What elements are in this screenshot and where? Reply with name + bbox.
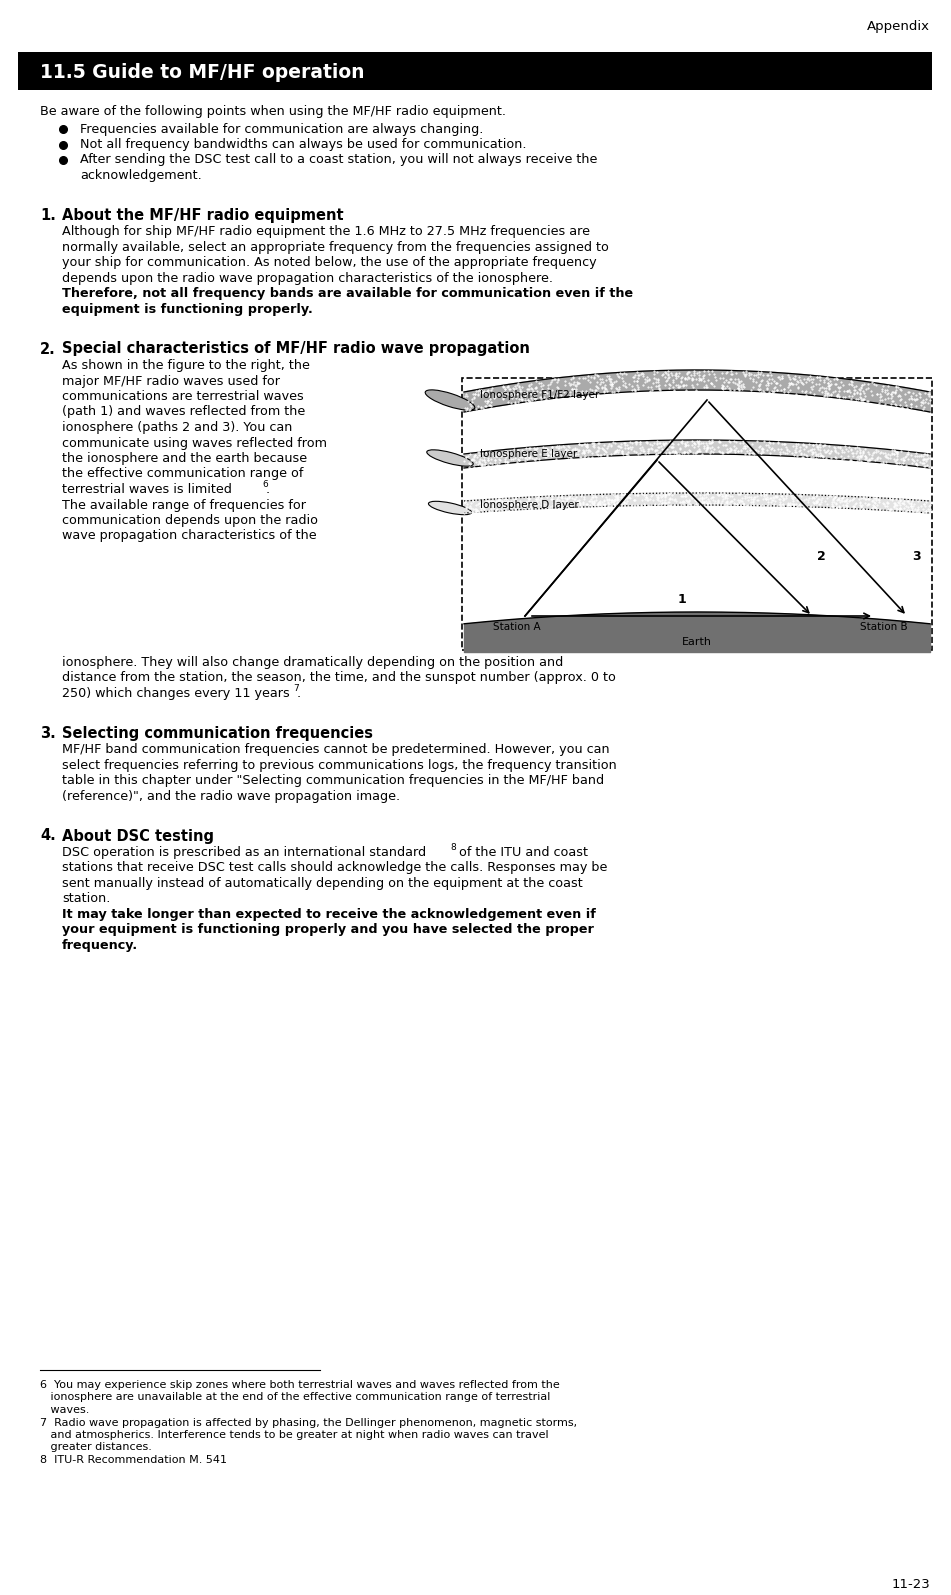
Text: 2: 2 bbox=[817, 550, 825, 563]
Text: depends upon the radio wave propagation characteristics of the ionosphere.: depends upon the radio wave propagation … bbox=[62, 271, 553, 286]
Text: stations that receive DSC test calls should acknowledge the calls. Responses may: stations that receive DSC test calls sho… bbox=[62, 861, 608, 874]
Text: 11-23: 11-23 bbox=[891, 1577, 930, 1590]
Text: your equipment is functioning properly and you have selected the proper: your equipment is functioning properly a… bbox=[62, 924, 593, 936]
Text: ionosphere. They will also change dramatically depending on the position and: ionosphere. They will also change dramat… bbox=[62, 656, 563, 668]
Polygon shape bbox=[464, 493, 930, 514]
Text: It may take longer than expected to receive the acknowledgement even if: It may take longer than expected to rece… bbox=[62, 908, 596, 920]
Text: (path 1) and waves reflected from the: (path 1) and waves reflected from the bbox=[62, 405, 305, 418]
Text: 3: 3 bbox=[912, 550, 921, 563]
Text: terrestrial waves is limited: terrestrial waves is limited bbox=[62, 483, 232, 496]
Text: table in this chapter under "Selecting communication frequencies in the MF/HF ba: table in this chapter under "Selecting c… bbox=[62, 774, 604, 788]
Text: Selecting communication frequencies: Selecting communication frequencies bbox=[62, 726, 373, 740]
Text: MF/HF band communication frequencies cannot be predetermined. However, you can: MF/HF band communication frequencies can… bbox=[62, 743, 610, 756]
Text: Station B: Station B bbox=[861, 622, 908, 632]
Text: 7: 7 bbox=[293, 684, 299, 692]
Text: equipment is functioning properly.: equipment is functioning properly. bbox=[62, 303, 313, 316]
Text: Special characteristics of MF/HF radio wave propagation: Special characteristics of MF/HF radio w… bbox=[62, 341, 530, 357]
Text: 4.: 4. bbox=[40, 828, 56, 844]
Text: communicate using waves reflected from: communicate using waves reflected from bbox=[62, 437, 327, 450]
Text: acknowledgement.: acknowledgement. bbox=[80, 169, 202, 182]
Text: communication depends upon the radio: communication depends upon the radio bbox=[62, 514, 318, 526]
Text: 6  You may experience skip zones where both terrestrial waves and waves reflecte: 6 You may experience skip zones where bo… bbox=[40, 1380, 560, 1389]
Text: distance from the station, the season, the time, and the sunspot number (approx.: distance from the station, the season, t… bbox=[62, 671, 616, 684]
Text: waves.: waves. bbox=[40, 1405, 89, 1415]
Text: frequency.: frequency. bbox=[62, 939, 138, 952]
Text: .: . bbox=[266, 483, 270, 496]
Text: the ionosphere and the earth because: the ionosphere and the earth because bbox=[62, 451, 307, 466]
Text: greater distances.: greater distances. bbox=[40, 1442, 152, 1453]
Text: of the ITU and coast: of the ITU and coast bbox=[455, 845, 588, 860]
Text: 11.5 Guide to MF/HF operation: 11.5 Guide to MF/HF operation bbox=[40, 62, 364, 81]
Text: ionosphere (paths 2 and 3). You can: ionosphere (paths 2 and 3). You can bbox=[62, 421, 292, 434]
Text: ionosphere are unavailable at the end of the effective communication range of te: ionosphere are unavailable at the end of… bbox=[40, 1392, 551, 1402]
Text: DSC operation is prescribed as an international standard: DSC operation is prescribed as an intern… bbox=[62, 845, 426, 860]
Bar bbox=[462, 378, 932, 651]
Polygon shape bbox=[464, 440, 930, 467]
Text: Earth: Earth bbox=[682, 636, 712, 648]
Text: normally available, select an appropriate frequency from the frequencies assigne: normally available, select an appropriat… bbox=[62, 241, 609, 254]
Text: 8  ITU-R Recommendation M. 541: 8 ITU-R Recommendation M. 541 bbox=[40, 1455, 227, 1464]
Text: 1: 1 bbox=[677, 593, 686, 606]
Text: and atmospherics. Interference tends to be greater at night when radio waves can: and atmospherics. Interference tends to … bbox=[40, 1431, 549, 1440]
Text: Frequencies available for communication are always changing.: Frequencies available for communication … bbox=[80, 123, 483, 136]
Text: your ship for communication. As noted below, the use of the appropriate frequenc: your ship for communication. As noted be… bbox=[62, 257, 596, 270]
Text: Ionosphere F1/F2 layer: Ionosphere F1/F2 layer bbox=[480, 391, 599, 400]
Text: About DSC testing: About DSC testing bbox=[62, 828, 214, 844]
Text: Be aware of the following points when using the MF/HF radio equipment.: Be aware of the following points when us… bbox=[40, 105, 506, 118]
Text: station.: station. bbox=[62, 893, 110, 906]
Text: Therefore, not all frequency bands are available for communication even if the: Therefore, not all frequency bands are a… bbox=[62, 287, 633, 300]
Text: .: . bbox=[297, 687, 301, 700]
Text: Station A: Station A bbox=[494, 622, 541, 632]
Text: the effective communication range of: the effective communication range of bbox=[62, 467, 303, 480]
Text: (reference)", and the radio wave propagation image.: (reference)", and the radio wave propaga… bbox=[62, 790, 400, 802]
Text: About the MF/HF radio equipment: About the MF/HF radio equipment bbox=[62, 207, 343, 223]
Text: Appendix: Appendix bbox=[867, 21, 930, 33]
Text: major MF/HF radio waves used for: major MF/HF radio waves used for bbox=[62, 375, 280, 388]
Text: As shown in the figure to the right, the: As shown in the figure to the right, the bbox=[62, 359, 310, 372]
Bar bbox=[18, 53, 932, 89]
Polygon shape bbox=[464, 370, 930, 412]
Ellipse shape bbox=[427, 450, 474, 466]
Text: After sending the DSC test call to a coast station, you will not always receive : After sending the DSC test call to a coa… bbox=[80, 153, 597, 166]
Text: Not all frequency bandwidths can always be used for communication.: Not all frequency bandwidths can always … bbox=[80, 139, 527, 152]
Text: Ionosphere D layer: Ionosphere D layer bbox=[480, 499, 579, 510]
Text: wave propagation characteristics of the: wave propagation characteristics of the bbox=[62, 530, 317, 542]
Text: 8: 8 bbox=[450, 844, 456, 852]
Ellipse shape bbox=[429, 501, 472, 515]
Text: select frequencies referring to previous communications logs, the frequency tran: select frequencies referring to previous… bbox=[62, 759, 617, 772]
Text: 2.: 2. bbox=[40, 341, 56, 357]
Text: The available range of frequencies for: The available range of frequencies for bbox=[62, 499, 306, 512]
Text: 250) which changes every 11 years: 250) which changes every 11 years bbox=[62, 687, 290, 700]
Text: 3.: 3. bbox=[40, 726, 56, 740]
Text: communications are terrestrial waves: communications are terrestrial waves bbox=[62, 391, 303, 404]
Text: 7  Radio wave propagation is affected by phasing, the Dellinger phenomenon, magn: 7 Radio wave propagation is affected by … bbox=[40, 1418, 577, 1428]
Text: Although for ship MF/HF radio equipment the 1.6 MHz to 27.5 MHz frequencies are: Although for ship MF/HF radio equipment … bbox=[62, 225, 590, 238]
Ellipse shape bbox=[425, 389, 475, 410]
Text: 1.: 1. bbox=[40, 207, 56, 223]
Text: 6: 6 bbox=[262, 480, 268, 490]
Text: sent manually instead of automatically depending on the equipment at the coast: sent manually instead of automatically d… bbox=[62, 877, 583, 890]
Text: Ionosphere E layer: Ionosphere E layer bbox=[480, 450, 577, 459]
